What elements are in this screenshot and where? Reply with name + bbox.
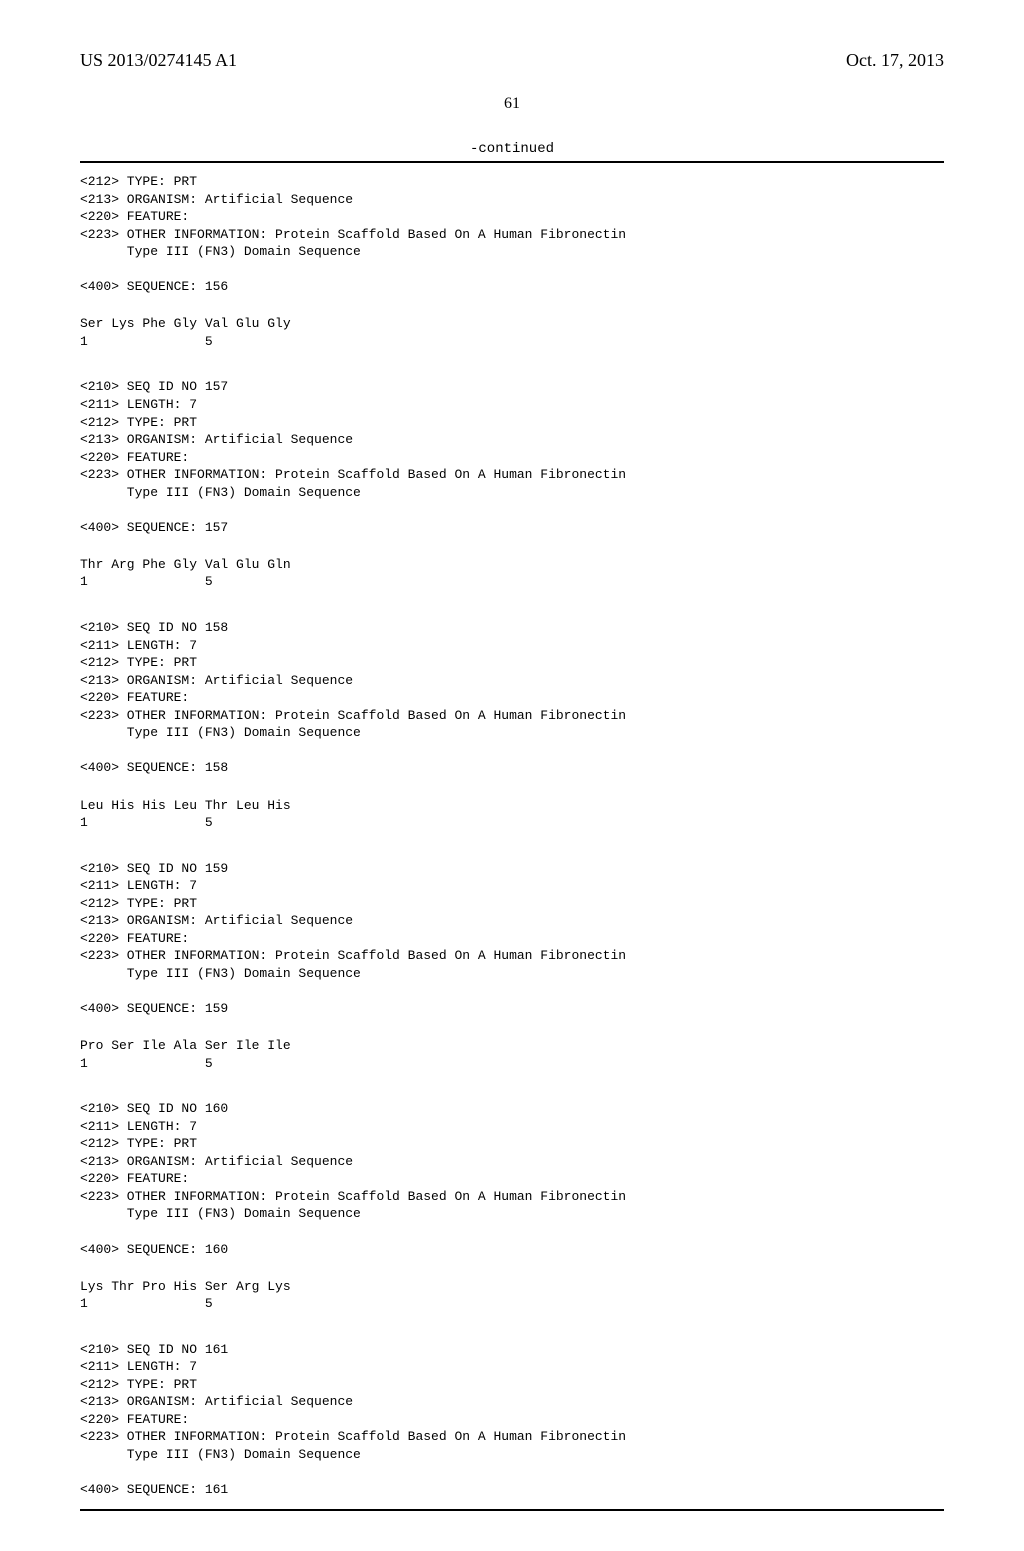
sequence-field-continuation: Type III (FN3) Domain Sequence xyxy=(80,965,944,983)
sequence-entry: <210> SEQ ID NO 158<211> LENGTH: 7<212> … xyxy=(80,619,944,832)
sequence-field-line: <213> ORGANISM: Artificial Sequence xyxy=(80,1393,944,1411)
sequence-field-line: <213> ORGANISM: Artificial Sequence xyxy=(80,672,944,690)
sequence-field-line: <213> ORGANISM: Artificial Sequence xyxy=(80,1153,944,1171)
blank-line xyxy=(80,296,944,314)
sequence-field-line: <212> TYPE: PRT xyxy=(80,654,944,672)
sequence-field-line: <223> OTHER INFORMATION: Protein Scaffol… xyxy=(80,1428,944,1446)
sequence-positions: 1 5 xyxy=(80,573,944,591)
sequence-field-line: <211> LENGTH: 7 xyxy=(80,1358,944,1376)
sequence-tag-line: <400> SEQUENCE: 156 xyxy=(80,278,944,296)
sequence-entry: <210> SEQ ID NO 157<211> LENGTH: 7<212> … xyxy=(80,378,944,591)
page-header: US 2013/0274145 A1 Oct. 17, 2013 xyxy=(80,50,944,71)
sequence-residues: Ser Lys Phe Gly Val Glu Gly xyxy=(80,315,944,333)
sequence-positions: 1 5 xyxy=(80,1055,944,1073)
sequence-field-line: <211> LENGTH: 7 xyxy=(80,877,944,895)
sequence-residues: Thr Arg Phe Gly Val Glu Gln xyxy=(80,556,944,574)
sequence-field-line: <212> TYPE: PRT xyxy=(80,895,944,913)
sequence-field-line: <213> ORGANISM: Artificial Sequence xyxy=(80,912,944,930)
blank-line xyxy=(80,777,944,795)
blank-line xyxy=(80,1464,944,1482)
sequence-listing-block: <212> TYPE: PRT<213> ORGANISM: Artificia… xyxy=(80,161,944,1511)
blank-line xyxy=(80,501,944,519)
sequence-field-line: <220> FEATURE: xyxy=(80,208,944,226)
sequence-field-continuation: Type III (FN3) Domain Sequence xyxy=(80,1446,944,1464)
sequence-positions: 1 5 xyxy=(80,1295,944,1313)
sequence-residues: Pro Ser Ile Ala Ser Ile Ile xyxy=(80,1037,944,1055)
continued-label: -continued xyxy=(80,141,944,157)
sequence-field-line: <210> SEQ ID NO 158 xyxy=(80,619,944,637)
sequence-residues: Leu His His Leu Thr Leu His xyxy=(80,797,944,815)
sequence-tag-line: <400> SEQUENCE: 157 xyxy=(80,519,944,537)
sequence-entry: <210> SEQ ID NO 159<211> LENGTH: 7<212> … xyxy=(80,860,944,1073)
sequence-field-line: <212> TYPE: PRT xyxy=(80,173,944,191)
sequence-field-line: <211> LENGTH: 7 xyxy=(80,1118,944,1136)
sequence-field-line: <210> SEQ ID NO 161 xyxy=(80,1341,944,1359)
sequence-positions: 1 5 xyxy=(80,333,944,351)
sequence-field-line: <211> LENGTH: 7 xyxy=(80,637,944,655)
sequence-field-line: <210> SEQ ID NO 159 xyxy=(80,860,944,878)
sequence-field-line: <220> FEATURE: xyxy=(80,1411,944,1429)
sequence-positions: 1 5 xyxy=(80,814,944,832)
publication-date: Oct. 17, 2013 xyxy=(846,50,944,71)
sequence-field-line: <220> FEATURE: xyxy=(80,689,944,707)
sequence-field-continuation: Type III (FN3) Domain Sequence xyxy=(80,724,944,742)
sequence-entry: <210> SEQ ID NO 161<211> LENGTH: 7<212> … xyxy=(80,1341,944,1499)
publication-number: US 2013/0274145 A1 xyxy=(80,50,237,71)
sequence-field-continuation: Type III (FN3) Domain Sequence xyxy=(80,1205,944,1223)
sequence-field-line: <210> SEQ ID NO 160 xyxy=(80,1100,944,1118)
sequence-field-line: <223> OTHER INFORMATION: Protein Scaffol… xyxy=(80,466,944,484)
sequence-tag-line: <400> SEQUENCE: 160 xyxy=(80,1241,944,1259)
sequence-entry: <210> SEQ ID NO 160<211> LENGTH: 7<212> … xyxy=(80,1100,944,1313)
sequence-field-line: <220> FEATURE: xyxy=(80,1170,944,1188)
sequence-field-line: <213> ORGANISM: Artificial Sequence xyxy=(80,191,944,209)
page: US 2013/0274145 A1 Oct. 17, 2013 61 -con… xyxy=(0,0,1024,1551)
sequence-field-line: <212> TYPE: PRT xyxy=(80,1376,944,1394)
blank-line xyxy=(80,742,944,760)
sequence-tag-line: <400> SEQUENCE: 161 xyxy=(80,1481,944,1499)
sequence-field-line: <212> TYPE: PRT xyxy=(80,414,944,432)
blank-line xyxy=(80,982,944,1000)
sequence-field-continuation: Type III (FN3) Domain Sequence xyxy=(80,484,944,502)
blank-line xyxy=(80,1258,944,1276)
blank-line xyxy=(80,536,944,554)
page-number: 61 xyxy=(80,95,944,113)
blank-line xyxy=(80,261,944,279)
sequence-field-line: <223> OTHER INFORMATION: Protein Scaffol… xyxy=(80,226,944,244)
blank-line xyxy=(80,1223,944,1241)
sequence-entry: <212> TYPE: PRT<213> ORGANISM: Artificia… xyxy=(80,173,944,350)
sequence-field-continuation: Type III (FN3) Domain Sequence xyxy=(80,243,944,261)
sequence-field-line: <220> FEATURE: xyxy=(80,930,944,948)
sequence-residues: Lys Thr Pro His Ser Arg Lys xyxy=(80,1278,944,1296)
sequence-field-line: <210> SEQ ID NO 157 xyxy=(80,378,944,396)
blank-line xyxy=(80,1018,944,1036)
sequence-field-line: <223> OTHER INFORMATION: Protein Scaffol… xyxy=(80,1188,944,1206)
sequence-field-line: <223> OTHER INFORMATION: Protein Scaffol… xyxy=(80,707,944,725)
sequence-field-line: <220> FEATURE: xyxy=(80,449,944,467)
sequence-tag-line: <400> SEQUENCE: 159 xyxy=(80,1000,944,1018)
sequence-tag-line: <400> SEQUENCE: 158 xyxy=(80,759,944,777)
sequence-field-line: <212> TYPE: PRT xyxy=(80,1135,944,1153)
sequence-field-line: <223> OTHER INFORMATION: Protein Scaffol… xyxy=(80,947,944,965)
sequence-field-line: <211> LENGTH: 7 xyxy=(80,396,944,414)
sequence-field-line: <213> ORGANISM: Artificial Sequence xyxy=(80,431,944,449)
